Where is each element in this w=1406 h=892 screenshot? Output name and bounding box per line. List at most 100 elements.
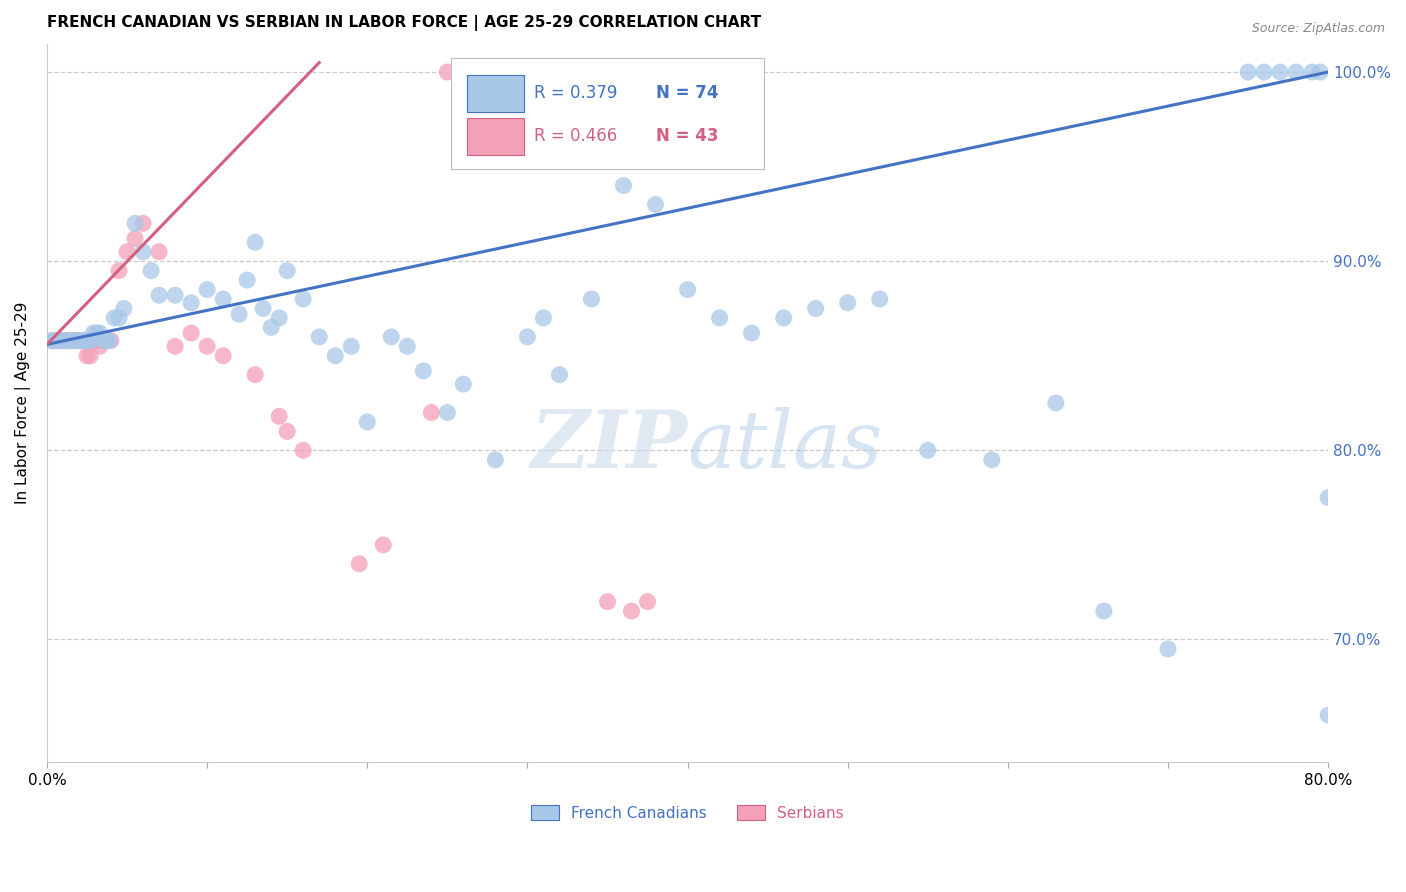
Point	[373, 538, 395, 552]
Point	[89, 326, 111, 340]
Point	[1237, 65, 1260, 79]
Point	[44, 334, 66, 348]
Point	[869, 292, 891, 306]
Point	[98, 334, 121, 348]
Point	[340, 339, 363, 353]
Point	[103, 310, 125, 325]
Point	[380, 330, 402, 344]
Point	[1268, 65, 1291, 79]
Point	[269, 310, 291, 325]
Point	[1157, 642, 1180, 657]
Legend: French Canadians, Serbians: French Canadians, Serbians	[526, 798, 849, 827]
Point	[46, 334, 69, 348]
Text: FRENCH CANADIAN VS SERBIAN IN LABOR FORCE | AGE 25-29 CORRELATION CHART: FRENCH CANADIAN VS SERBIAN IN LABOR FORC…	[46, 15, 761, 31]
Point	[453, 65, 475, 79]
Point	[66, 334, 89, 348]
Point	[980, 452, 1002, 467]
Point	[243, 368, 266, 382]
Point	[228, 307, 250, 321]
Point	[804, 301, 827, 316]
Point	[69, 334, 91, 348]
Text: R = 0.379: R = 0.379	[534, 84, 617, 103]
Point	[436, 405, 458, 419]
Point	[453, 377, 475, 392]
Point	[132, 216, 155, 230]
Point	[59, 334, 82, 348]
Point	[66, 334, 89, 348]
Text: Source: ZipAtlas.com: Source: ZipAtlas.com	[1251, 22, 1385, 36]
Point	[292, 292, 315, 306]
Point	[63, 334, 86, 348]
Point	[412, 364, 434, 378]
Point	[124, 231, 146, 245]
Point	[86, 334, 108, 348]
Point	[533, 310, 555, 325]
Point	[53, 334, 76, 348]
Point	[516, 330, 538, 344]
Point	[44, 334, 66, 348]
Point	[108, 263, 131, 277]
Point	[252, 301, 274, 316]
Point	[76, 334, 98, 348]
Point	[63, 334, 86, 348]
Point	[108, 310, 131, 325]
Point	[269, 409, 291, 424]
Point	[73, 334, 96, 348]
Point	[292, 443, 315, 458]
Point	[1301, 65, 1323, 79]
Point	[1317, 491, 1340, 505]
Point	[115, 244, 138, 259]
Point	[180, 295, 202, 310]
Point	[236, 273, 259, 287]
Point	[501, 65, 523, 79]
Point	[96, 334, 118, 348]
Point	[596, 595, 619, 609]
Point	[276, 263, 298, 277]
Point	[148, 288, 170, 302]
Point	[581, 292, 603, 306]
Point	[41, 334, 63, 348]
Point	[96, 334, 118, 348]
Point	[89, 339, 111, 353]
Point	[323, 349, 346, 363]
Point	[1285, 65, 1308, 79]
Point	[468, 65, 491, 79]
Point	[1253, 65, 1275, 79]
Point	[53, 334, 76, 348]
Point	[82, 326, 104, 340]
Point	[308, 330, 330, 344]
Point	[420, 405, 443, 419]
Point	[100, 334, 122, 348]
Point	[1092, 604, 1115, 618]
Text: N = 74: N = 74	[655, 84, 718, 103]
Point	[46, 334, 69, 348]
Point	[124, 216, 146, 230]
Point	[484, 452, 506, 467]
Point	[56, 334, 79, 348]
Point	[79, 349, 101, 363]
Point	[180, 326, 202, 340]
Point	[548, 368, 571, 382]
Point	[165, 288, 187, 302]
Point	[56, 334, 79, 348]
Point	[772, 310, 794, 325]
Point	[41, 334, 63, 348]
Point	[620, 604, 643, 618]
Point	[349, 557, 371, 571]
Point	[79, 334, 101, 348]
Point	[132, 244, 155, 259]
Point	[212, 292, 235, 306]
Point	[212, 349, 235, 363]
Point	[73, 334, 96, 348]
Point	[276, 425, 298, 439]
Point	[436, 65, 458, 79]
Point	[741, 326, 763, 340]
Text: atlas: atlas	[688, 408, 883, 485]
Point	[1317, 708, 1340, 723]
Text: R = 0.466: R = 0.466	[534, 128, 617, 145]
Point	[356, 415, 378, 429]
Point	[59, 334, 82, 348]
Y-axis label: In Labor Force | Age 25-29: In Labor Force | Age 25-29	[15, 301, 31, 504]
Point	[243, 235, 266, 250]
Point	[195, 339, 218, 353]
